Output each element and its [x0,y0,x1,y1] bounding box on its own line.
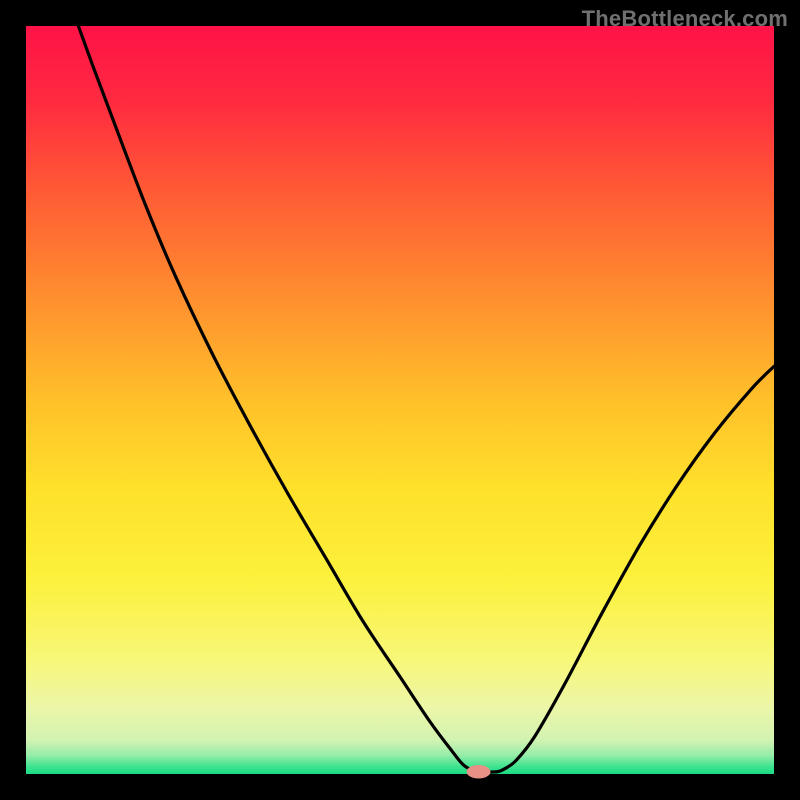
chart-svg [0,0,800,800]
bottleneck-chart: TheBottleneck.com [0,0,800,800]
chart-background [26,26,774,774]
optimal-marker [467,765,491,778]
watermark-label: TheBottleneck.com [582,6,788,32]
